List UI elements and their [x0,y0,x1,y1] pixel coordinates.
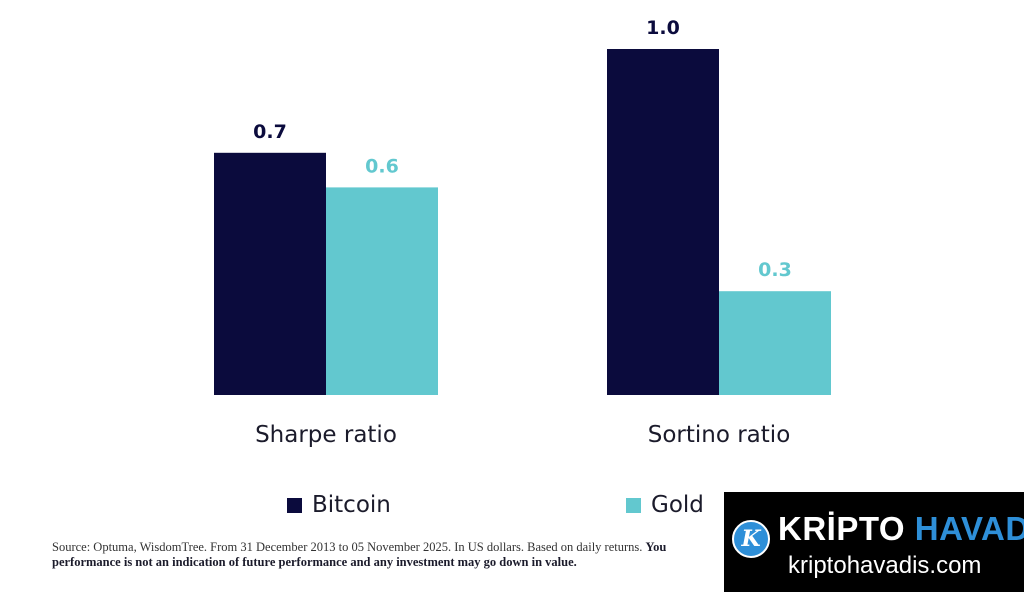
bar-gold-sharpe-ratio [326,187,438,395]
category-label-sortino-ratio: Sortino ratio [648,422,791,448]
watermark-title-word2: HAVADİS [914,510,1024,547]
logo-letter: K [741,526,761,552]
watermark-title: KRİPTO HAVADİS [778,510,1024,548]
legend-item-bitcoin: Bitcoin [287,492,391,518]
source-bold-start: You [645,540,667,554]
data-label-gold-sharpe-ratio: 0.6 [365,155,399,177]
data-label-bitcoin-sortino-ratio: 1.0 [646,17,680,39]
legend-item-gold: Gold [626,492,704,518]
bar-gold-sortino-ratio [719,291,831,395]
bar-bitcoin-sharpe-ratio [214,152,326,395]
legend-label-bitcoin: Bitcoin [312,492,391,518]
legend-swatch-bitcoin [287,497,302,513]
data-label-gold-sortino-ratio: 0.3 [758,259,792,281]
kriptohavadis-logo-icon: K [732,520,770,558]
watermark-banner: K KRİPTO HAVADİS kriptohavadis.com [724,492,1024,592]
legend-label-gold: Gold [651,492,704,518]
disclaimer-text: performance is not an indication of futu… [52,555,577,569]
chart-legend: Bitcoin Gold [0,490,1024,520]
source-text: Source: Optuma, WisdomTree. From 31 Dece… [52,540,646,554]
watermark-url: kriptohavadis.com [788,552,982,579]
source-note: Source: Optuma, WisdomTree. From 31 Dece… [52,540,752,570]
category-label-sharpe-ratio: Sharpe ratio [255,422,397,448]
data-label-bitcoin-sharpe-ratio: 0.7 [253,121,287,143]
bar-chart: 0.7 0.6 Sharpe ratio 1.0 0.3 Sortino ratio [214,17,831,448]
bar-bitcoin-sortino-ratio [607,49,719,395]
watermark-title-word1: KRİPTO [778,510,906,547]
legend-swatch-gold [626,497,641,513]
